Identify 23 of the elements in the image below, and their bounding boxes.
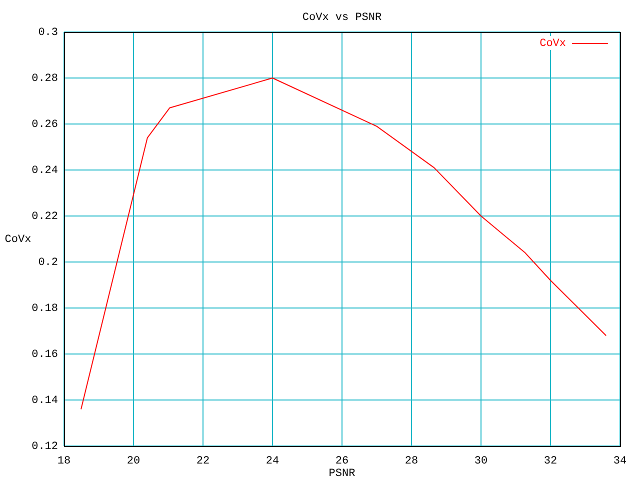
x-tick-label: 22	[196, 456, 210, 468]
chart-title: CoVx vs PSNR	[302, 12, 382, 24]
y-tick-label: 0.12	[32, 440, 58, 453]
x-axis-title: PSNR	[328, 468, 356, 480]
y-tick-label: 0.18	[32, 302, 58, 315]
y-tick-label: 0.28	[32, 72, 58, 85]
y-tick-label: 0.24	[32, 164, 58, 177]
x-tick-label: 28	[404, 456, 418, 468]
x-tick-label: 34	[613, 456, 627, 468]
y-tick-label: 0.3	[38, 26, 58, 39]
x-tick-label: 18	[57, 456, 71, 468]
y-tick-label: 0.14	[32, 394, 58, 407]
x-tick-label: 30	[474, 456, 488, 468]
x-tick-label: 20	[126, 456, 140, 468]
legend-label: CoVx	[540, 38, 566, 50]
y-tick-label: 0.26	[32, 118, 58, 131]
y-tick-label: 0.2	[38, 256, 58, 269]
y-tick-label: 0.22	[32, 210, 58, 223]
y-axis-title: CoVx	[4, 234, 32, 246]
y-tick-label: 0.16	[32, 348, 58, 361]
x-tick-label: 32	[544, 456, 558, 468]
x-tick-label: 26	[335, 456, 349, 468]
x-tick-label: 24	[266, 456, 280, 468]
